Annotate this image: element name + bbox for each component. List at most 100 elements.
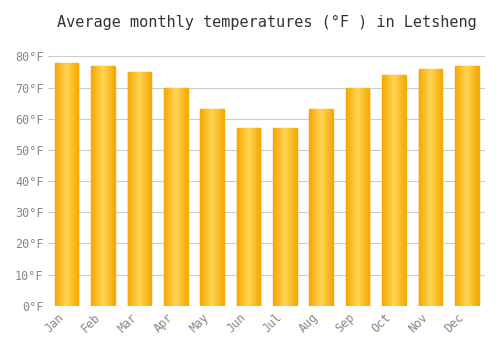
Bar: [310, 110, 311, 306]
Bar: [251, 128, 252, 306]
Bar: [433, 69, 434, 306]
Bar: [325, 110, 326, 306]
Bar: [384, 75, 386, 306]
Bar: [476, 66, 477, 306]
Bar: [428, 69, 429, 306]
Bar: [60, 63, 61, 306]
Bar: [404, 75, 405, 306]
Bar: [102, 66, 103, 306]
Bar: [278, 128, 280, 306]
Bar: [99, 66, 100, 306]
Bar: [282, 128, 284, 306]
Bar: [223, 110, 224, 306]
Bar: [395, 75, 396, 306]
Bar: [468, 66, 469, 306]
Bar: [382, 75, 383, 306]
Bar: [212, 110, 213, 306]
Bar: [168, 88, 170, 306]
Bar: [214, 110, 216, 306]
Bar: [390, 75, 391, 306]
Bar: [112, 66, 113, 306]
Bar: [326, 110, 327, 306]
Bar: [420, 69, 421, 306]
Bar: [91, 66, 92, 306]
Bar: [357, 88, 358, 306]
Bar: [388, 75, 390, 306]
Bar: [74, 63, 75, 306]
Bar: [208, 110, 209, 306]
Bar: [432, 69, 433, 306]
Bar: [248, 128, 250, 306]
Bar: [418, 69, 420, 306]
Bar: [292, 128, 293, 306]
Bar: [469, 66, 470, 306]
Bar: [477, 66, 478, 306]
Bar: [75, 63, 76, 306]
Bar: [366, 88, 367, 306]
Bar: [322, 110, 323, 306]
Bar: [56, 63, 57, 306]
Bar: [455, 66, 478, 306]
Bar: [254, 128, 255, 306]
Bar: [393, 75, 394, 306]
Bar: [472, 66, 473, 306]
Bar: [346, 88, 348, 306]
Bar: [327, 110, 328, 306]
Bar: [76, 63, 77, 306]
Bar: [96, 66, 98, 306]
Bar: [187, 88, 188, 306]
Bar: [95, 66, 96, 306]
Bar: [421, 69, 422, 306]
Bar: [164, 88, 166, 306]
Bar: [257, 128, 258, 306]
Bar: [129, 72, 130, 306]
Bar: [204, 110, 205, 306]
Bar: [236, 128, 260, 306]
Bar: [252, 128, 253, 306]
Bar: [218, 110, 219, 306]
Bar: [346, 88, 370, 306]
Bar: [114, 66, 115, 306]
Bar: [61, 63, 62, 306]
Bar: [354, 88, 356, 306]
Bar: [167, 88, 168, 306]
Bar: [217, 110, 218, 306]
Bar: [201, 110, 202, 306]
Bar: [392, 75, 393, 306]
Bar: [220, 110, 221, 306]
Bar: [141, 72, 142, 306]
Bar: [111, 66, 112, 306]
Bar: [276, 128, 277, 306]
Bar: [474, 66, 476, 306]
Bar: [431, 69, 432, 306]
Bar: [133, 72, 134, 306]
Bar: [294, 128, 295, 306]
Bar: [100, 66, 102, 306]
Bar: [348, 88, 349, 306]
Bar: [246, 128, 247, 306]
Bar: [128, 72, 129, 306]
Bar: [150, 72, 151, 306]
Bar: [164, 88, 188, 306]
Bar: [367, 88, 368, 306]
Bar: [318, 110, 319, 306]
Bar: [240, 128, 242, 306]
Bar: [438, 69, 439, 306]
Bar: [293, 128, 294, 306]
Bar: [182, 88, 183, 306]
Bar: [440, 69, 442, 306]
Bar: [465, 66, 466, 306]
Bar: [73, 63, 74, 306]
Bar: [290, 128, 291, 306]
Bar: [219, 110, 220, 306]
Bar: [312, 110, 314, 306]
Bar: [185, 88, 186, 306]
Bar: [183, 88, 184, 306]
Bar: [426, 69, 428, 306]
Bar: [98, 66, 99, 306]
Bar: [399, 75, 400, 306]
Bar: [106, 66, 107, 306]
Bar: [319, 110, 320, 306]
Bar: [418, 69, 442, 306]
Bar: [349, 88, 350, 306]
